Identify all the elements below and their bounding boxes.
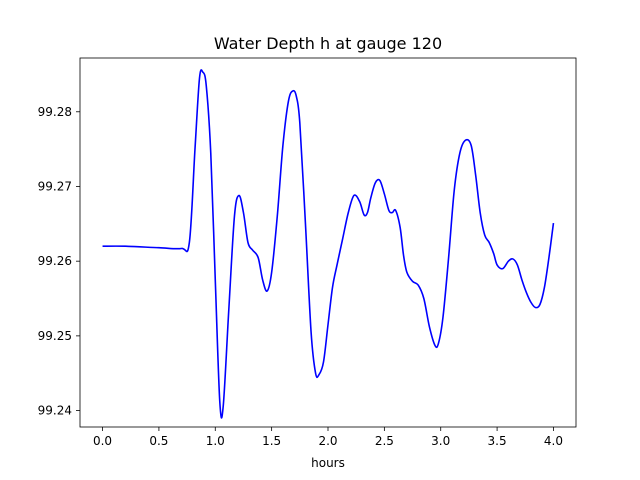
x-tick-label: 3.5	[488, 434, 507, 448]
y-tick-label: 99.26	[38, 254, 72, 268]
y-tick-label: 99.27	[38, 179, 72, 193]
x-tick-label: 2.0	[318, 434, 337, 448]
plot-background	[80, 58, 576, 427]
x-tick-label: 1.5	[262, 434, 281, 448]
x-tick-label: 2.5	[375, 434, 394, 448]
x-tick-label: 0.5	[149, 434, 168, 448]
x-tick-label: 0.0	[93, 434, 112, 448]
x-axis-label: hours	[311, 456, 345, 470]
x-tick-label: 4.0	[544, 434, 563, 448]
plot-area	[80, 58, 576, 427]
x-tick-label: 3.0	[431, 434, 450, 448]
series-layer	[102, 69, 555, 419]
y-tick-label: 99.28	[38, 105, 72, 119]
chart-title: Water Depth h at gauge 120	[214, 34, 442, 53]
x-tick-label: 1.0	[206, 434, 225, 448]
y-tick-label: 99.24	[38, 404, 72, 418]
series-line-water-depth	[102, 69, 555, 419]
plot-frame	[79, 57, 577, 428]
ticks-layer: 0.0 0.5 1.0 1.5 2.0 2.5 3.0 3.5 4.0 99.24 99.25 99.…	[38, 105, 563, 448]
y-tick-label: 99.25	[38, 329, 72, 343]
